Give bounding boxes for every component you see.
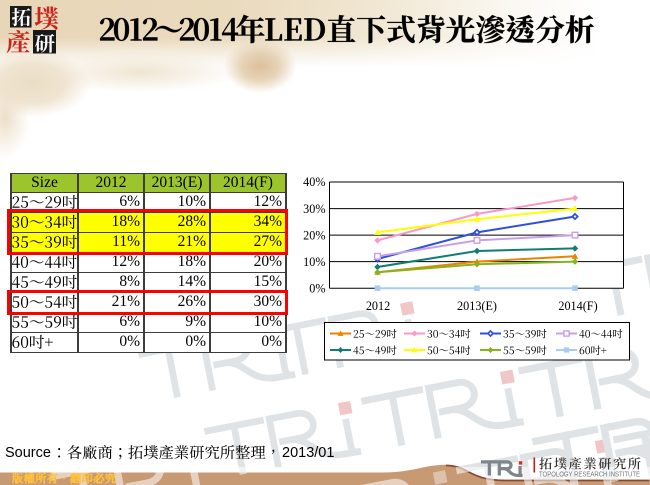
- svg-text:40%: 40%: [303, 175, 325, 189]
- svg-text:TOPOLOGY RESEARCH INSTITUTE: TOPOLOGY RESEARCH INSTITUTE: [539, 470, 640, 479]
- svg-text:2014(F): 2014(F): [558, 299, 597, 313]
- svg-text:0%: 0%: [309, 281, 325, 295]
- svg-text:2013(E): 2013(E): [457, 299, 497, 313]
- svg-text:30%: 30%: [303, 202, 325, 216]
- svg-text:10%: 10%: [303, 255, 325, 269]
- svg-text:20%: 20%: [303, 228, 325, 242]
- svg-text:2012: 2012: [366, 299, 390, 313]
